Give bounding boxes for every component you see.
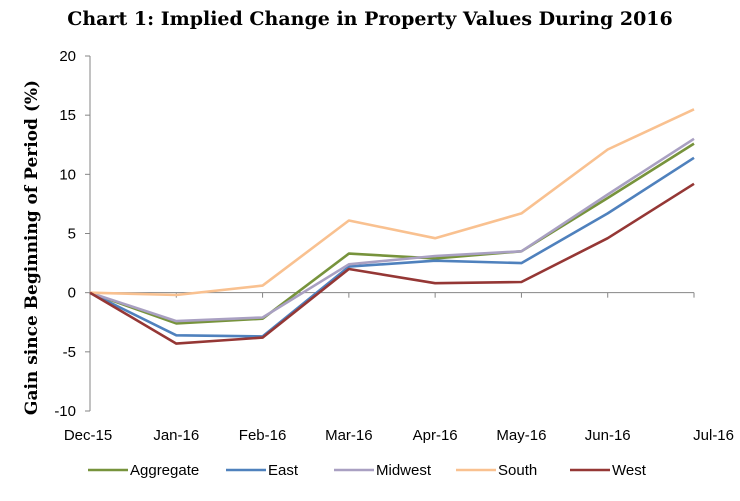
legend-item-west: West bbox=[570, 462, 647, 479]
y-tick-label: 20 bbox=[59, 48, 76, 65]
y-tick-label: 15 bbox=[59, 107, 76, 124]
y-tick-label: 5 bbox=[68, 226, 76, 243]
x-tick-label: Apr-16 bbox=[413, 427, 458, 444]
legend-item-aggregate: Aggregate bbox=[88, 462, 199, 479]
legend: Aggregate East Midwest South West bbox=[88, 462, 647, 479]
x-tick-label: Feb-16 bbox=[239, 427, 287, 444]
legend-label: Aggregate bbox=[130, 462, 199, 479]
legend-label: South bbox=[498, 462, 537, 479]
legend-item-midwest: Midwest bbox=[334, 462, 432, 479]
legend-label: West bbox=[612, 462, 647, 479]
axes bbox=[85, 55, 695, 412]
x-tick-label: Jul-16 bbox=[693, 427, 734, 444]
y-tick-label: -10 bbox=[54, 403, 76, 420]
legend-item-east: East bbox=[226, 462, 299, 479]
x-tick-label: May-16 bbox=[496, 427, 546, 444]
legend-item-south: South bbox=[456, 462, 537, 479]
y-tick-labels: -10 -5 0 5 10 15 20 bbox=[54, 48, 76, 420]
y-tick-label: -5 bbox=[63, 344, 76, 361]
x-tick-label: Dec-15 bbox=[64, 427, 112, 444]
x-tick-label: Mar-16 bbox=[325, 427, 373, 444]
x-tick-label: Jun-16 bbox=[585, 427, 631, 444]
y-tick-label: 0 bbox=[68, 285, 76, 302]
series-line-west bbox=[89, 182, 695, 345]
series-lines bbox=[89, 108, 695, 345]
x-tick-label: Jan-16 bbox=[153, 427, 199, 444]
x-tick-labels: Dec-15 Jan-16 Feb-16 Mar-16 Apr-16 May-16 Jun-… bbox=[64, 427, 734, 444]
y-axis-label: Gain since Beginning of Period (%) bbox=[22, 80, 42, 415]
y-tick-label: 10 bbox=[59, 166, 76, 183]
series-line-south bbox=[89, 108, 695, 297]
series-line-east bbox=[89, 156, 695, 338]
legend-label: East bbox=[268, 462, 299, 479]
series-line-midwest bbox=[89, 137, 695, 323]
series-line-aggregate bbox=[89, 142, 695, 325]
chart-title: Chart 1: Implied Change in Property Valu… bbox=[67, 8, 673, 30]
legend-label: Midwest bbox=[376, 462, 432, 479]
